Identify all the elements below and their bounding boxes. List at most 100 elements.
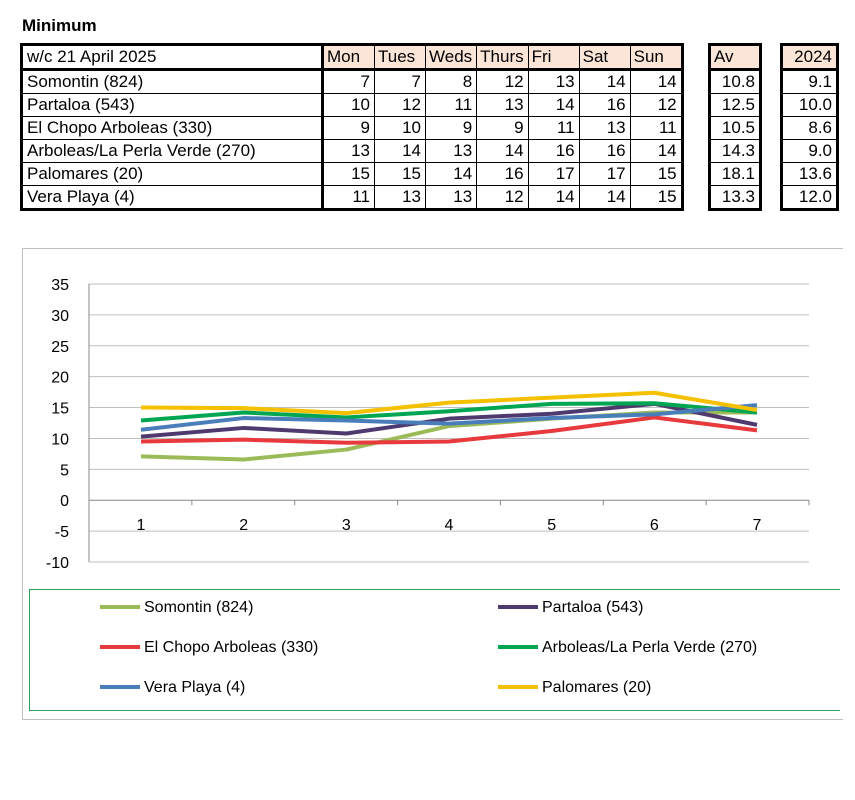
temp-cell: 17 — [527, 162, 580, 186]
y-tick-label: -10 — [46, 555, 69, 572]
temp-cell: 9 — [322, 116, 375, 140]
temp-cell: 14 — [424, 162, 478, 186]
legend-swatch — [498, 644, 538, 649]
y-tick-label: 25 — [51, 339, 69, 356]
station-name: Partaloa (543) — [21, 93, 324, 117]
temp-cell: 16 — [476, 162, 529, 186]
legend-label: Somontin (824) — [144, 599, 254, 616]
x-tick-label: 7 — [753, 517, 762, 534]
temp-cell: 13 — [424, 139, 478, 163]
x-tick-label: 1 — [137, 517, 146, 534]
station-name: Arboleas/La Perla Verde (270) — [21, 139, 324, 163]
day-header: Weds — [424, 44, 478, 71]
legend-item: Partaloa (543) — [498, 598, 643, 618]
y-tick-label: 15 — [51, 401, 69, 418]
temp-cell: 14 — [476, 139, 529, 163]
temp-cell: 15 — [374, 162, 426, 186]
legend-item: Vera Playa (4) — [100, 678, 245, 698]
x-tick-label: 6 — [650, 517, 659, 534]
legend-item: El Chopo Arboleas (330) — [100, 638, 318, 658]
y-tick-label: 5 — [60, 462, 69, 479]
temp-cell: 11 — [629, 116, 683, 140]
line-chart: -10 -5 0 5 10 15 20 25 30 35 1 2 3 4 5 6 7 — [46, 277, 810, 572]
temp-cell: 8 — [424, 69, 478, 94]
average-cell: 13.3 — [709, 185, 761, 210]
table-row: Partaloa (543) 10 12 11 13 14 16 12 — [21, 93, 683, 117]
legend-label: Palomares (20) — [542, 679, 652, 696]
table-row: Somontin (824) 7 7 8 12 13 14 14 — [21, 69, 683, 94]
day-header: Fri — [527, 44, 580, 71]
series-line-2 — [140, 415, 758, 445]
temp-cell: 14 — [578, 69, 631, 94]
average-cell: 18.1 — [709, 162, 761, 186]
y-tick-label: 0 — [60, 493, 69, 510]
day-header: Sat — [578, 44, 631, 71]
series-line-4 — [140, 403, 758, 432]
year-2024-table: 2024 9.1 10.0 8.6 9.0 13.6 12.0 — [780, 43, 839, 211]
table-header-row: w/c 21 April 2025 Mon Tues Weds Thurs Fr… — [21, 44, 683, 71]
legend-label: Vera Playa (4) — [144, 679, 246, 696]
average-cell: 10.5 — [709, 116, 761, 140]
temp-cell: 11 — [322, 185, 375, 210]
y-tick-label: -5 — [55, 524, 69, 541]
temp-cell: 13 — [578, 116, 631, 140]
day-header: Thurs — [476, 44, 529, 71]
legend-item: Arboleas/La Perla Verde (270) — [498, 638, 757, 658]
legend-swatch — [498, 604, 538, 609]
y-tick-label: 30 — [51, 308, 69, 325]
temp-cell: 13 — [424, 185, 478, 210]
temp-cell: 14 — [629, 69, 683, 94]
chart-legend: Somontin (824) Partaloa (543) El Chopo Arb… — [29, 589, 840, 711]
temp-cell: 14 — [374, 139, 426, 163]
temp-cell: 16 — [578, 139, 631, 163]
legend-label: Partaloa (543) — [542, 599, 644, 616]
day-header: Mon — [322, 44, 375, 71]
page-title: Minimum — [22, 16, 97, 35]
temp-cell: 11 — [424, 93, 478, 117]
legend-label: Arboleas/La Perla Verde (270) — [542, 639, 758, 656]
legend-swatch — [100, 644, 140, 649]
temp-cell: 12 — [476, 185, 529, 210]
year-header: 2024 — [781, 44, 838, 71]
average-cell: 10.8 — [709, 69, 761, 94]
table-row: Palomares (20) 15 15 14 16 17 17 15 — [21, 162, 683, 186]
legend-swatch — [100, 604, 140, 609]
temp-cell: 13 — [322, 139, 375, 163]
average-cell: 12.5 — [709, 93, 761, 117]
temp-cell: 10 — [322, 93, 375, 117]
table-row: Arboleas/La Perla Verde (270) 13 14 13 14 16 1… — [21, 139, 683, 163]
day-header: Sun — [629, 44, 683, 71]
year-2024-cell: 9.0 — [781, 139, 838, 163]
temp-cell: 10 — [374, 116, 426, 140]
temp-cell: 15 — [629, 162, 683, 186]
year-2024-cell: 8.6 — [781, 116, 838, 140]
temp-cell: 12 — [374, 93, 426, 117]
day-header: Tues — [374, 44, 426, 71]
temp-cell: 14 — [578, 185, 631, 210]
legend-label: El Chopo Arboleas (330) — [144, 639, 319, 656]
temp-cell: 14 — [629, 139, 683, 163]
station-name: El Chopo Arboleas (330) — [21, 116, 324, 140]
legend-swatch — [100, 684, 140, 689]
temp-cell: 7 — [322, 69, 375, 94]
temp-cell: 9 — [476, 116, 529, 140]
temp-cell: 7 — [374, 69, 426, 94]
year-2024-cell: 9.1 — [781, 69, 838, 94]
temp-cell: 12 — [629, 93, 683, 117]
legend-item: Palomares (20) — [498, 678, 651, 698]
station-name: Palomares (20) — [21, 162, 324, 186]
average-table: Av 10.8 12.5 10.5 14.3 18.1 13.3 — [708, 43, 762, 211]
year-2024-cell: 10.0 — [781, 93, 838, 117]
temp-cell: 17 — [578, 162, 631, 186]
temp-cell: 14 — [527, 93, 580, 117]
legend-item: Somontin (824) — [100, 598, 253, 618]
station-name: Vera Playa (4) — [21, 185, 324, 210]
x-tick-label: 2 — [239, 517, 248, 534]
temp-cell: 12 — [476, 69, 529, 94]
y-tick-label: 20 — [51, 370, 69, 387]
temp-cell: 11 — [527, 116, 580, 140]
x-tick-label: 5 — [547, 517, 556, 534]
temp-cell: 14 — [527, 185, 580, 210]
series-line-3 — [140, 401, 758, 423]
week-label: w/c 21 April 2025 — [21, 44, 324, 71]
